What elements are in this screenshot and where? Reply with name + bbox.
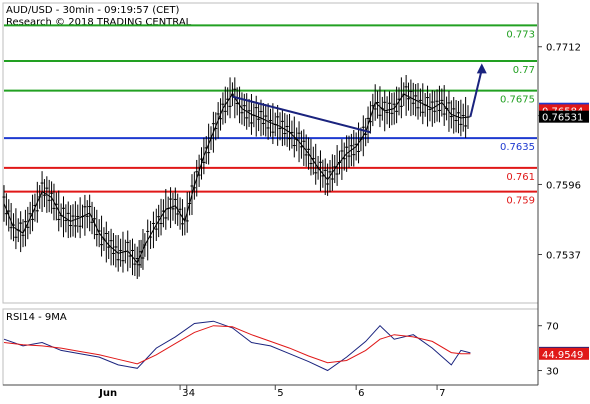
rsi-title: RSI14 - 9MA: [6, 312, 67, 323]
forecast-arrow-shaft: [469, 69, 483, 118]
rsi-tag-label: 44.9549: [542, 350, 583, 361]
forecast-arrow-head: [476, 63, 487, 74]
levels-layer: 0.773 0.77 0.7675 0.7635 0.761 0.759: [4, 24, 537, 207]
level-label: 0.7675: [500, 95, 535, 106]
price-tag-box: [539, 110, 589, 123]
time-axis-label: Jun: [98, 388, 117, 399]
level-label: 0.773: [506, 29, 535, 40]
time-axis-label: 7: [439, 388, 445, 399]
rsi-layer: [3, 320, 471, 372]
price-axis-tick-label: 0.7712: [546, 43, 581, 54]
rsi-tag-box: [539, 347, 589, 360]
level-label: 0.7635: [500, 142, 535, 153]
rsi-axis-tick-label: 70: [546, 322, 559, 333]
price-close-line: [3, 93, 471, 264]
time-axis-label: 3: [182, 388, 188, 399]
chart-subtitle: Research © 2018 TRADING CENTRAL: [6, 17, 192, 28]
rsi-axis-tick-label: 30: [546, 367, 559, 378]
level-label: 0.759: [506, 196, 535, 207]
price-axis-tick-label: 0.7537: [546, 251, 581, 262]
time-axis-label: 6: [358, 388, 364, 399]
price-tag-label: 0.76531: [542, 113, 583, 124]
rsi-series-line: [3, 325, 471, 365]
level-label: 0.761: [506, 172, 535, 183]
time-axis-label: 4: [189, 388, 195, 399]
level-label: 0.77: [513, 65, 535, 76]
price-layer: [2, 63, 487, 279]
price-axis-tick-label: 0.7596: [546, 180, 581, 191]
axes-layer: 0.77120.76540.75960.75370.765980.765840.…: [98, 43, 589, 399]
trendline: [232, 95, 371, 134]
chart-title: AUD/USD - 30min - 09:19:57 (CET): [6, 5, 180, 16]
time-axis-label: 5: [277, 388, 283, 399]
